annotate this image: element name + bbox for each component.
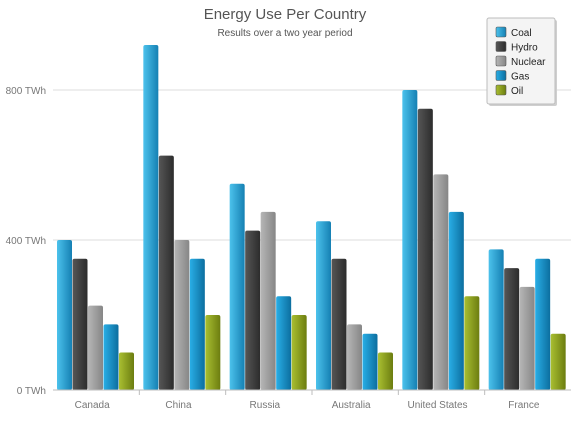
- gridlines: [53, 89, 571, 241]
- bar-china-oil[interactable]: [205, 315, 221, 390]
- bar-australia-oil[interactable]: [378, 352, 393, 391]
- legend-box: [486, 17, 556, 105]
- y-tick-label: 800 TWh: [6, 86, 46, 97]
- y-tick-label: 0 TWh: [17, 386, 46, 397]
- bar-china-coal[interactable]: [143, 45, 159, 390]
- bar-russia-nuclear[interactable]: [260, 211, 276, 390]
- bar-australia-gas[interactable]: [362, 333, 378, 390]
- legend-item-coal[interactable]: Coal: [495, 26, 532, 39]
- bars: [57, 45, 566, 390]
- bar-canada-coal[interactable]: [57, 240, 72, 390]
- bar-canada-nuclear[interactable]: [88, 305, 103, 390]
- legend-swatch: [495, 84, 507, 96]
- bar-russia-gas[interactable]: [276, 296, 292, 390]
- legend-swatch: [495, 70, 507, 81]
- bar-france-gas[interactable]: [535, 258, 551, 390]
- bar-canada-hydro[interactable]: [72, 258, 88, 390]
- bar-russia-oil[interactable]: [291, 315, 307, 390]
- x-tick-label: United States: [407, 400, 467, 411]
- x-tick-label: Australia: [332, 400, 371, 411]
- bar-australia-hydro[interactable]: [331, 258, 347, 390]
- bar-united-states-nuclear[interactable]: [433, 174, 449, 390]
- legend-item-gas[interactable]: Gas: [495, 70, 529, 83]
- x-tick-label: France: [508, 400, 540, 411]
- x-tick-label: Russia: [250, 400, 281, 411]
- x-tick-label: China: [165, 400, 192, 411]
- bar-canada-gas[interactable]: [103, 324, 119, 390]
- bar-china-nuclear[interactable]: [174, 240, 190, 390]
- bar-china-hydro[interactable]: [158, 155, 174, 390]
- legend-label: Hydro: [511, 43, 538, 54]
- bar-france-oil[interactable]: [550, 333, 566, 390]
- bar-france-nuclear[interactable]: [519, 286, 535, 390]
- bar-united-states-gas[interactable]: [448, 211, 464, 390]
- legend-swatch: [495, 55, 507, 67]
- bar-canada-oil[interactable]: [119, 352, 134, 391]
- bar-russia-coal[interactable]: [229, 183, 245, 390]
- legend-item-nuclear[interactable]: Nuclear: [495, 55, 546, 68]
- y-tick-label: 400 TWh: [6, 236, 46, 247]
- chart-subtitle: Results over a two year period: [217, 28, 352, 39]
- bar-united-states-oil[interactable]: [464, 296, 480, 390]
- legend-label: Nuclear: [511, 57, 546, 68]
- legend-label: Oil: [511, 86, 523, 97]
- bar-australia-nuclear[interactable]: [347, 324, 362, 390]
- legend-label: Coal: [511, 28, 532, 39]
- axes: 0 TWh 400 TWh 800 TWh Canada China Russia Aust…: [6, 86, 571, 411]
- bar-france-coal[interactable]: [488, 249, 504, 390]
- legend[interactable]: Coal Hydro Nuclear Gas Oil: [486, 17, 557, 106]
- legend-swatch: [495, 41, 507, 52]
- bar-france-hydro[interactable]: [504, 268, 520, 390]
- legend-item-hydro[interactable]: Hydro: [495, 41, 538, 54]
- x-tick-label: Canada: [75, 400, 110, 411]
- bar-united-states-hydro[interactable]: [417, 108, 433, 390]
- legend-swatch: [495, 26, 507, 38]
- bar-china-gas[interactable]: [189, 258, 205, 390]
- legend-label: Gas: [511, 72, 529, 83]
- chart-title: Energy Use Per Country: [204, 6, 367, 23]
- legend-item-oil[interactable]: Oil: [495, 84, 523, 97]
- bar-russia-hydro[interactable]: [245, 230, 261, 390]
- bar-australia-coal[interactable]: [316, 221, 331, 390]
- bar-united-states-coal[interactable]: [402, 90, 418, 390]
